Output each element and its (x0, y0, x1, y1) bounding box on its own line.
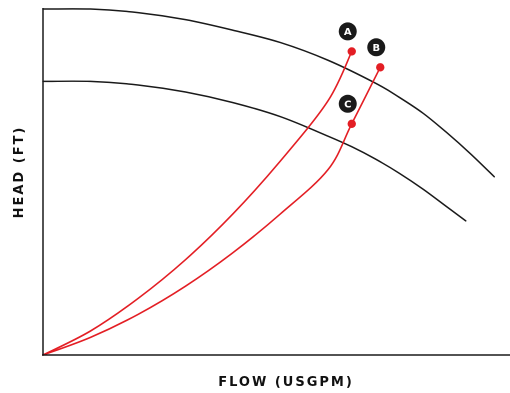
point-badge-b (367, 38, 386, 57)
pump-curve-2 (42, 80, 467, 222)
point-label-a: A (344, 27, 352, 38)
y-axis-title: HEAD (FT) (12, 126, 27, 219)
operating-point-c (347, 119, 356, 128)
point-badge-c (338, 94, 357, 113)
x-axis-title: FLOW (USGPM) (218, 375, 354, 390)
system-curve-1 (42, 50, 353, 356)
operating-point-b (376, 63, 385, 72)
point-label-b: B (372, 43, 380, 54)
operating-point-a (347, 47, 356, 56)
point-badge-a (338, 22, 357, 41)
operating-points-layer: A B C (338, 22, 386, 128)
system-curve-2 (42, 66, 382, 356)
pump-curve-1 (42, 8, 495, 178)
point-label-c: C (344, 99, 351, 110)
curves-layer (42, 8, 495, 356)
axes (42, 8, 510, 356)
